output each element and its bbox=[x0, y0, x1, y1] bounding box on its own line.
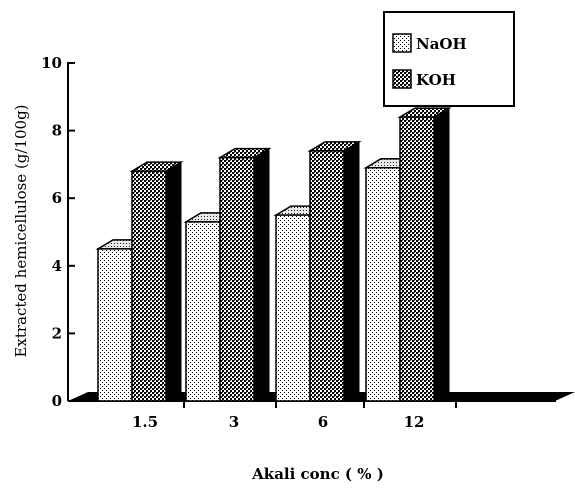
bar-front-face bbox=[399, 116, 435, 402]
bar-side-face bbox=[343, 140, 360, 402]
legend-swatch-koh bbox=[392, 69, 412, 89]
y-axis-ticks: 0 2 4 6 8 10 bbox=[41, 54, 75, 410]
y-tick-label: 10 bbox=[41, 54, 62, 72]
bar-front-face bbox=[309, 150, 345, 402]
y-tick-label: 4 bbox=[52, 257, 62, 275]
x-axis-ticks: 1.5 3 6 12 bbox=[132, 401, 457, 431]
x-axis-title: Akali conc ( % ) bbox=[251, 465, 384, 483]
bar-front-face bbox=[365, 167, 401, 402]
y-tick-label: 2 bbox=[52, 324, 62, 342]
x-tick-label: 12 bbox=[404, 413, 425, 431]
bar-front-face bbox=[131, 170, 167, 402]
y-axis-title: Extracted hemicellulose (g/100g) bbox=[12, 104, 30, 357]
bar-koh-3 bbox=[217, 147, 272, 402]
bar-front-face bbox=[97, 248, 133, 402]
legend-label-koh: KOH bbox=[416, 71, 456, 89]
x-tick-label: 6 bbox=[318, 413, 328, 431]
legend-swatch-naoh bbox=[392, 33, 412, 53]
bar-koh-6 bbox=[307, 140, 362, 402]
y-tick-label: 0 bbox=[52, 392, 62, 410]
bar-side-face bbox=[253, 147, 270, 402]
bar-front-face bbox=[219, 156, 255, 402]
bar-koh-1.5 bbox=[129, 161, 184, 402]
legend-box bbox=[383, 11, 515, 107]
bar-front-face bbox=[185, 221, 221, 402]
bars-group bbox=[95, 107, 452, 402]
x-tick-label: 3 bbox=[229, 413, 239, 431]
x-tick-label: 1.5 bbox=[132, 413, 158, 431]
legend-label-naoh: NaOH bbox=[416, 35, 467, 53]
bar-koh-12 bbox=[397, 107, 452, 402]
y-tick-label: 6 bbox=[52, 189, 62, 207]
y-tick-label: 8 bbox=[52, 122, 62, 140]
bar-front-face bbox=[275, 214, 311, 402]
legend: NaOH KOH bbox=[383, 11, 515, 107]
bar-side-face bbox=[165, 161, 182, 402]
bar-side-face bbox=[433, 107, 450, 402]
